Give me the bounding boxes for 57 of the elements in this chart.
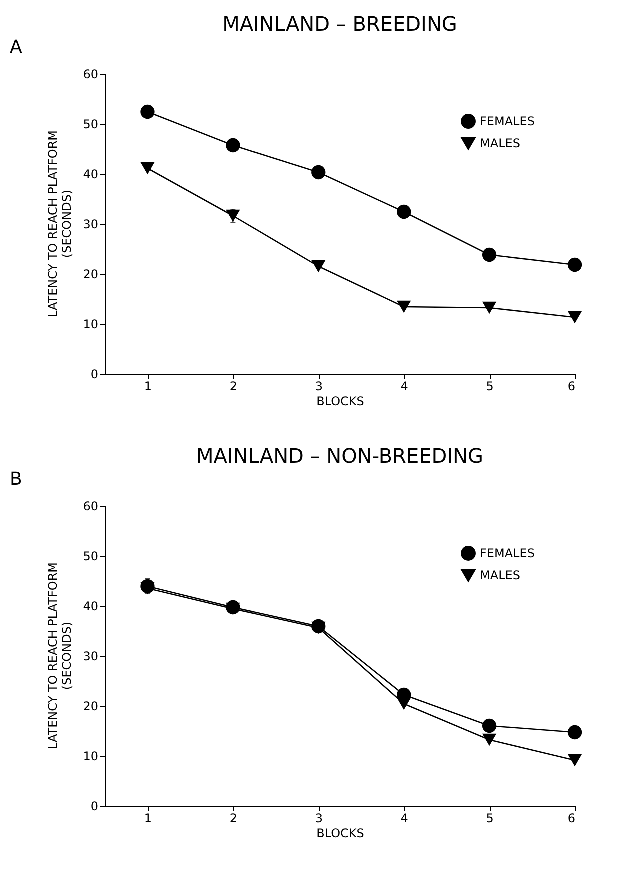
x-tick-label: 3	[315, 812, 323, 826]
legend-label: FEMALES	[480, 114, 535, 128]
legend-label: FEMALES	[480, 546, 535, 560]
text: A	[10, 37, 23, 58]
point	[568, 311, 582, 324]
y-tick-label: 20	[83, 268, 98, 282]
x-tick-label: 4	[400, 812, 408, 826]
point	[226, 210, 240, 222]
point	[482, 718, 497, 734]
y-axis-title: LATENCY TO REACH PLATFORM (SECONDS)	[46, 562, 74, 750]
point	[312, 260, 326, 273]
point	[482, 302, 497, 314]
legend-label: MALES	[480, 568, 520, 582]
y-tick-label: 0	[90, 800, 98, 814]
x-tick-label: 1	[144, 380, 152, 394]
x-tick-label: 5	[486, 812, 494, 826]
text: B	[10, 469, 22, 490]
x-tick-label: 6	[568, 812, 576, 826]
point	[312, 165, 326, 180]
y-tick-label: 30	[83, 650, 98, 664]
y-tick-label: 50	[83, 550, 98, 564]
legend-label: MALES	[480, 136, 520, 150]
x-tick-label: 2	[230, 380, 238, 394]
point	[140, 579, 155, 594]
y-tick-label: 30	[83, 218, 98, 232]
point	[312, 619, 326, 634]
x-axis-title: BLOCKS	[316, 826, 364, 840]
y-tick-label: 10	[83, 318, 98, 332]
y-tick-label: 40	[83, 168, 98, 182]
x-tick-label: 4	[400, 380, 408, 394]
point	[568, 258, 582, 272]
x-axis-title: BLOCKS	[316, 394, 364, 408]
y-tick-label: 40	[83, 600, 98, 614]
point	[397, 300, 412, 314]
chart-title: MAINLAND – NON-BREEDING	[196, 444, 484, 468]
y-tick-label: 0	[90, 368, 98, 382]
y-tick-label: 50	[83, 118, 98, 132]
point	[226, 600, 240, 615]
x-tick-label: 1	[144, 812, 152, 826]
point	[568, 754, 582, 767]
y-axis-title: LATENCY TO REACH PLATFORM (SECONDS)	[46, 130, 74, 318]
y-tick-label: 60	[83, 500, 98, 514]
chart-title: MAINLAND – BREEDING	[222, 12, 458, 36]
point	[397, 204, 412, 220]
y-tick-label: 60	[83, 68, 98, 82]
y-tick-label: 10	[83, 750, 98, 764]
point	[140, 162, 155, 175]
point	[482, 248, 497, 262]
x-tick-label: 3	[315, 380, 323, 394]
y-tick-label: 20	[83, 700, 98, 714]
x-tick-label: 6	[568, 380, 576, 394]
point	[226, 138, 240, 153]
x-tick-label: 5	[486, 380, 494, 394]
point	[140, 104, 155, 120]
point	[482, 734, 497, 746]
point	[568, 725, 582, 740]
x-tick-label: 2	[230, 812, 238, 826]
